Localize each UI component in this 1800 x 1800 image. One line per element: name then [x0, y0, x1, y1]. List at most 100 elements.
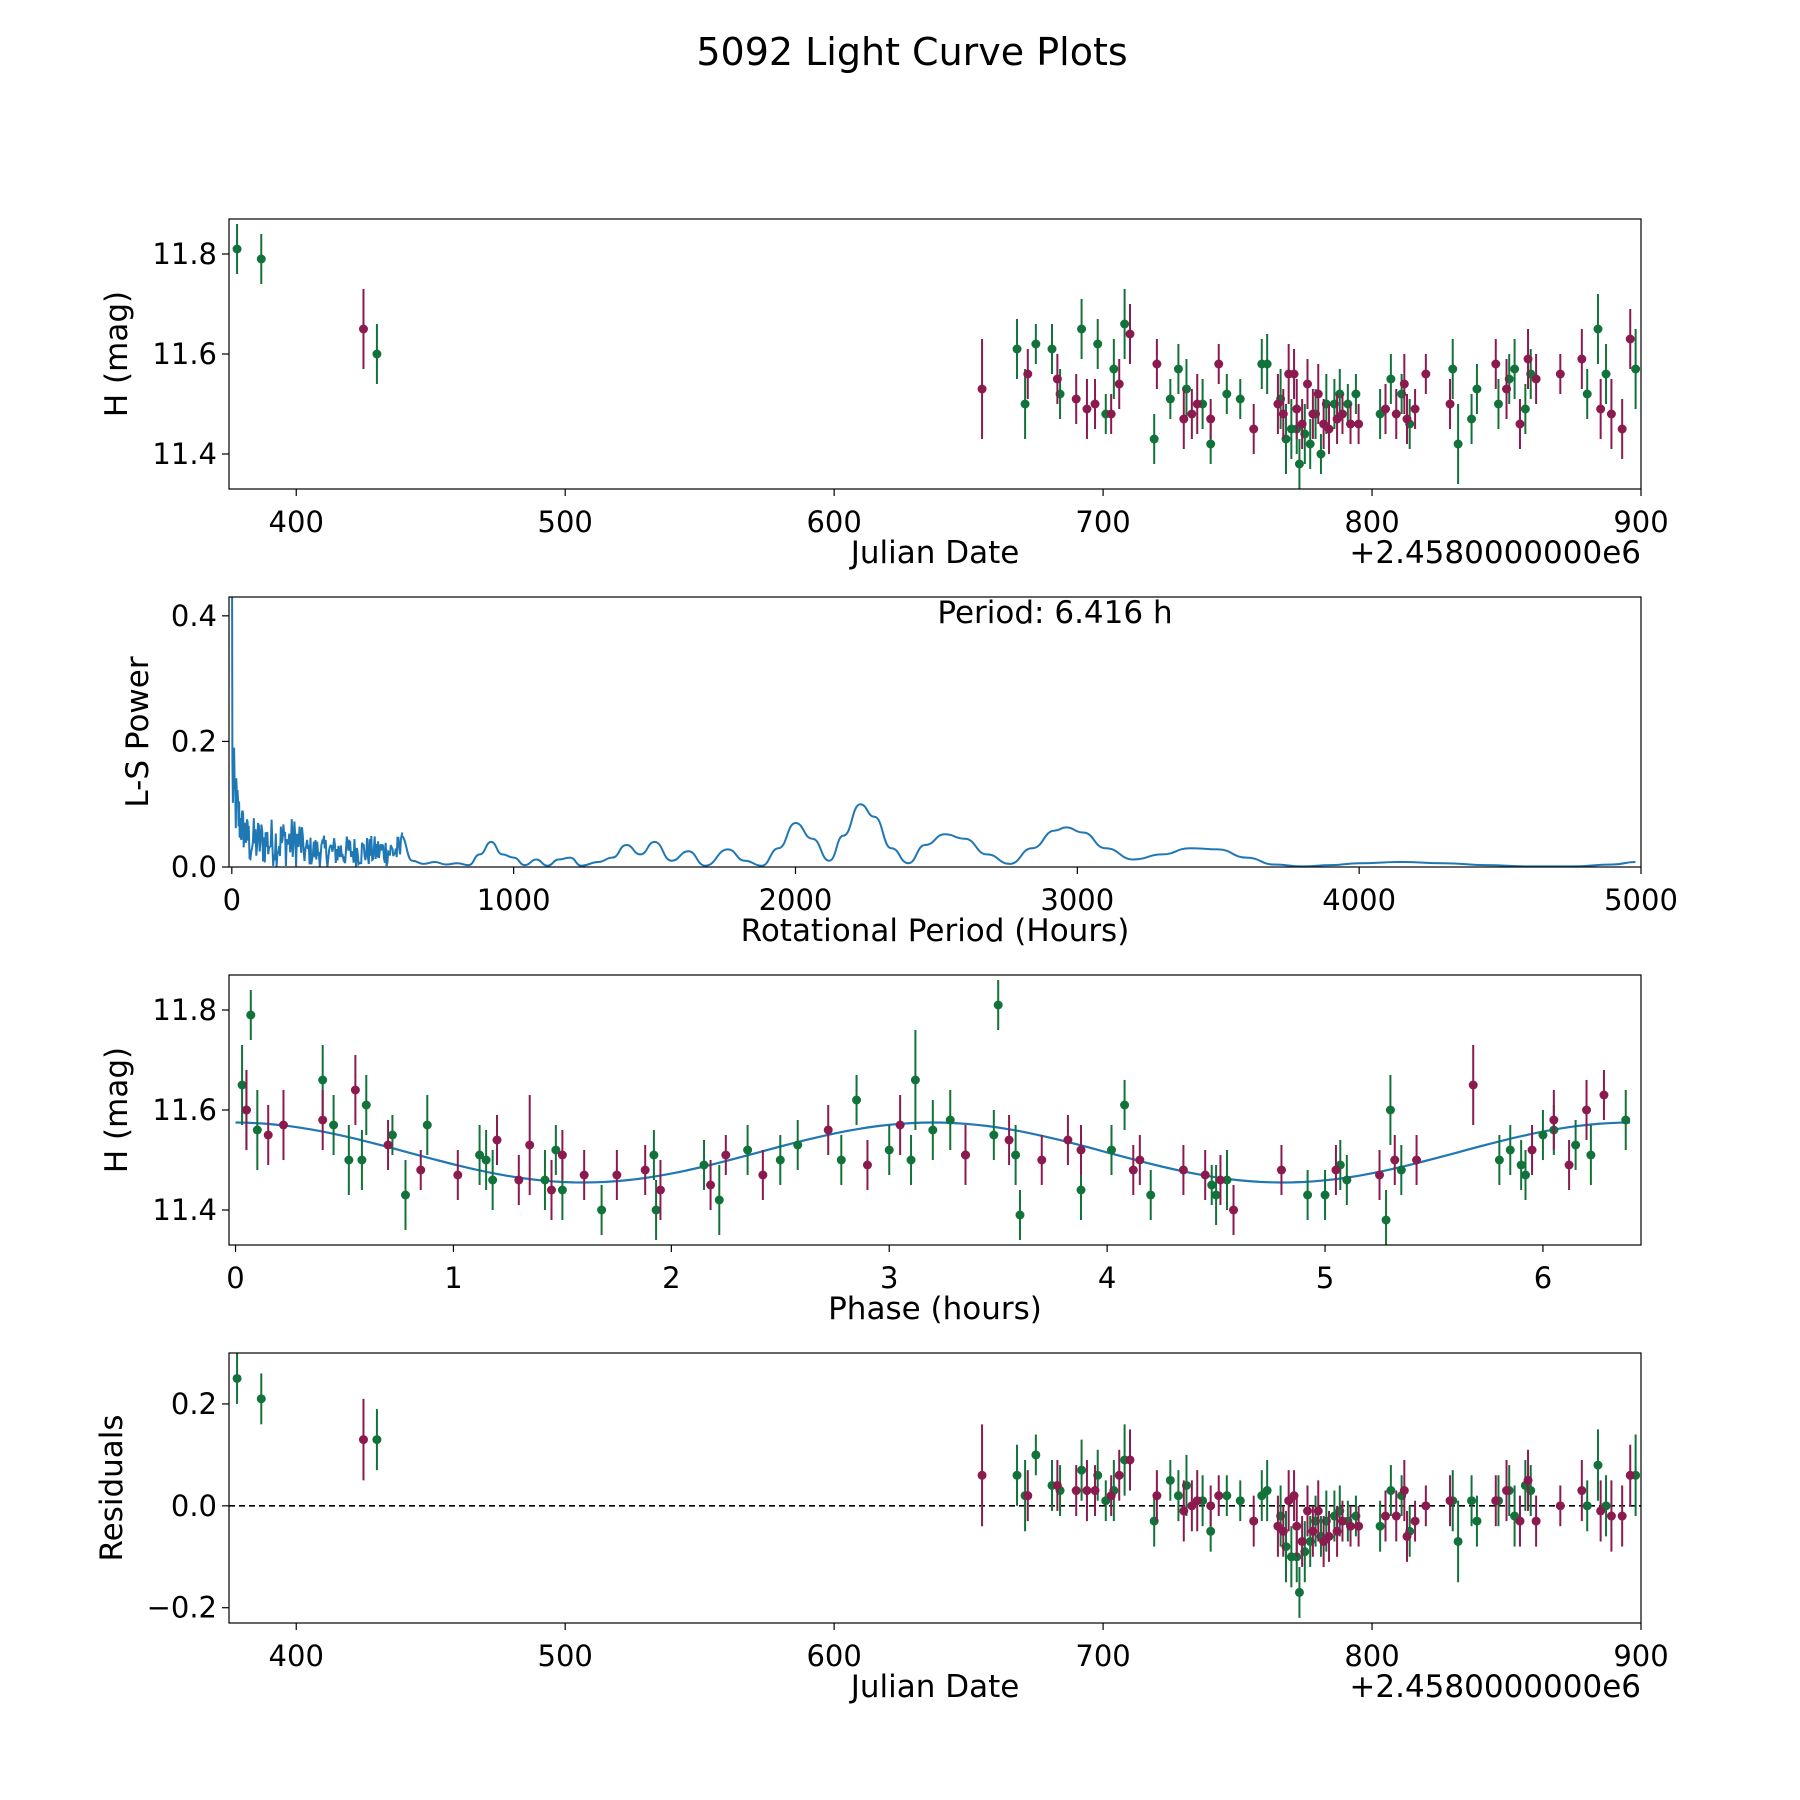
data-marker [1297, 1536, 1307, 1546]
data-marker [655, 1185, 665, 1195]
data-marker [1211, 1190, 1221, 1200]
data-point [1385, 1075, 1395, 1145]
data-point [1467, 1475, 1477, 1527]
data-marker [1621, 1115, 1631, 1125]
data-point [989, 1110, 999, 1160]
data-point [1586, 1125, 1596, 1185]
data-marker [237, 1080, 247, 1090]
data-marker [1502, 384, 1512, 394]
data-marker [1063, 1135, 1073, 1145]
data-point [1596, 379, 1606, 439]
data-point [1302, 1485, 1312, 1537]
data-marker [1351, 389, 1361, 399]
data-marker [232, 1373, 242, 1383]
data-marker [1402, 1531, 1412, 1541]
data-marker [1015, 1210, 1025, 1220]
data-marker [1135, 1155, 1145, 1165]
data-marker [1023, 1491, 1033, 1501]
data-point [1582, 369, 1592, 419]
lightcurve-x-tick-label: 400 [269, 505, 324, 539]
data-marker [1077, 1465, 1087, 1475]
data-marker [1173, 1491, 1183, 1501]
data-marker [1076, 1185, 1086, 1195]
data-point [278, 1090, 288, 1160]
data-marker [1214, 1491, 1224, 1501]
data-point [1077, 1439, 1087, 1501]
data-point [1521, 1150, 1531, 1200]
data-point [475, 1125, 485, 1185]
data-point [1120, 1080, 1130, 1130]
data-point [1052, 1459, 1062, 1511]
data-point [1453, 404, 1463, 484]
data-point [422, 1095, 432, 1155]
data-marker [1523, 354, 1533, 364]
data-point [1453, 1500, 1463, 1583]
data-marker [361, 1100, 371, 1110]
data-marker [1385, 1105, 1395, 1115]
data-point [1375, 389, 1385, 439]
data-marker [1564, 1160, 1574, 1170]
data-marker [1491, 359, 1501, 369]
data-point [1491, 1475, 1501, 1527]
data-marker [1493, 399, 1503, 409]
data-point [1445, 1475, 1455, 1527]
data-point [862, 1140, 872, 1190]
data-marker [1071, 394, 1081, 404]
data-marker [1410, 404, 1420, 414]
data-point [232, 224, 242, 274]
data-point [1421, 354, 1431, 394]
data-point [1531, 1495, 1541, 1547]
data-marker [1381, 1215, 1391, 1225]
data-marker [1206, 1526, 1216, 1536]
data-marker [928, 1125, 938, 1135]
data-marker [1505, 1145, 1515, 1155]
data-point [1571, 1120, 1581, 1170]
data-point [232, 1353, 242, 1404]
data-marker [993, 1000, 1003, 1010]
data-point [1114, 359, 1124, 409]
data-point [546, 1160, 556, 1220]
data-point [1631, 329, 1641, 409]
data-point [1004, 1115, 1014, 1165]
phased-x-tick-label: 1 [444, 1261, 462, 1295]
data-marker [884, 1145, 894, 1155]
phased-x-label: Phase (hours) [828, 1291, 1042, 1327]
data-marker [1278, 1526, 1288, 1536]
residuals-x-tick-label: 600 [806, 1639, 861, 1673]
data-point [1375, 1500, 1385, 1552]
data-marker [836, 1155, 846, 1165]
data-marker [1012, 344, 1022, 354]
residuals-y-tick-label: −0.2 [147, 1591, 217, 1625]
data-point [358, 1398, 368, 1481]
data-point [612, 1150, 622, 1200]
data-point [1294, 1566, 1304, 1618]
data-point [1012, 1444, 1022, 1506]
data-marker [1596, 404, 1606, 414]
data-point [1515, 399, 1525, 449]
data-marker [1262, 1486, 1272, 1496]
data-marker [1206, 439, 1216, 449]
data-point [758, 1150, 768, 1200]
data-marker [252, 1125, 262, 1135]
data-marker [1421, 369, 1431, 379]
figure-title: 5092 Light Curve Plots [696, 30, 1127, 74]
data-marker [1125, 329, 1135, 339]
data-point [1505, 1125, 1515, 1175]
data-point [928, 1100, 938, 1160]
data-point [1493, 379, 1503, 429]
data-point [357, 1130, 367, 1190]
data-marker [1206, 1501, 1216, 1511]
data-marker [640, 1165, 650, 1175]
phased-y-tick-label: 11.4 [152, 1193, 217, 1227]
data-marker [1082, 1486, 1092, 1496]
phased-x-tick-label: 2 [662, 1261, 680, 1295]
data-point [1316, 434, 1326, 474]
data-point [743, 1125, 753, 1175]
data-point [1125, 1429, 1135, 1491]
data-marker [422, 1120, 432, 1130]
data-point [1276, 1145, 1286, 1195]
data-point [329, 1095, 339, 1155]
data-point [1399, 354, 1409, 414]
data-point [1331, 1145, 1341, 1195]
data-point [1173, 1470, 1183, 1522]
